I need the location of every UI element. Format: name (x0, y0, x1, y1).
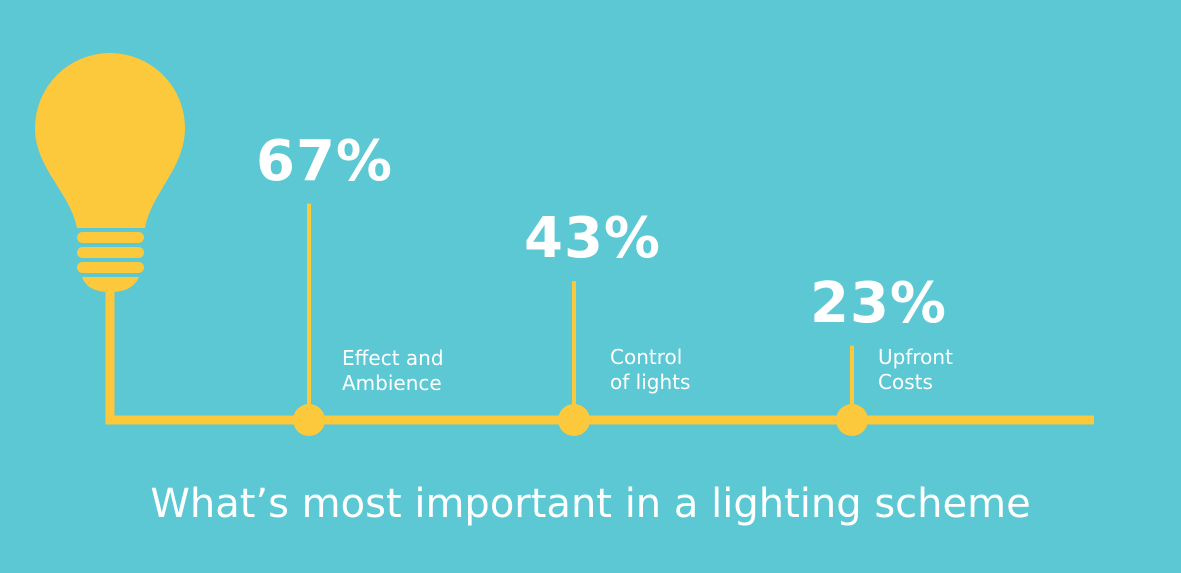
value-label-effect-ambience: 67% (256, 128, 394, 194)
dot-effect-ambience (293, 404, 325, 436)
dot-upfront-costs (836, 404, 868, 436)
category-label-line: Effect and (342, 346, 444, 370)
category-label-upfront-costs: Upfront Costs (878, 345, 953, 395)
category-label-effect-ambience: Effect and Ambience (342, 346, 444, 396)
value-label-control-lights: 43% (524, 206, 662, 272)
category-label-line: Upfront (878, 345, 953, 369)
dot-control-lights (558, 404, 590, 436)
category-label-line: Costs (878, 370, 933, 394)
chart-marks (293, 203, 868, 436)
category-label-line: Ambience (342, 371, 442, 395)
category-label-line: Control (610, 345, 683, 369)
category-label-line: of lights (610, 370, 691, 394)
category-label-control-lights: Control of lights (610, 345, 690, 395)
light-bulb-icon (35, 53, 185, 292)
chart-title: What’s most important in a lighting sche… (150, 481, 1031, 527)
bulb-wire (105, 290, 1094, 425)
value-label-upfront-costs: 23% (810, 270, 948, 336)
